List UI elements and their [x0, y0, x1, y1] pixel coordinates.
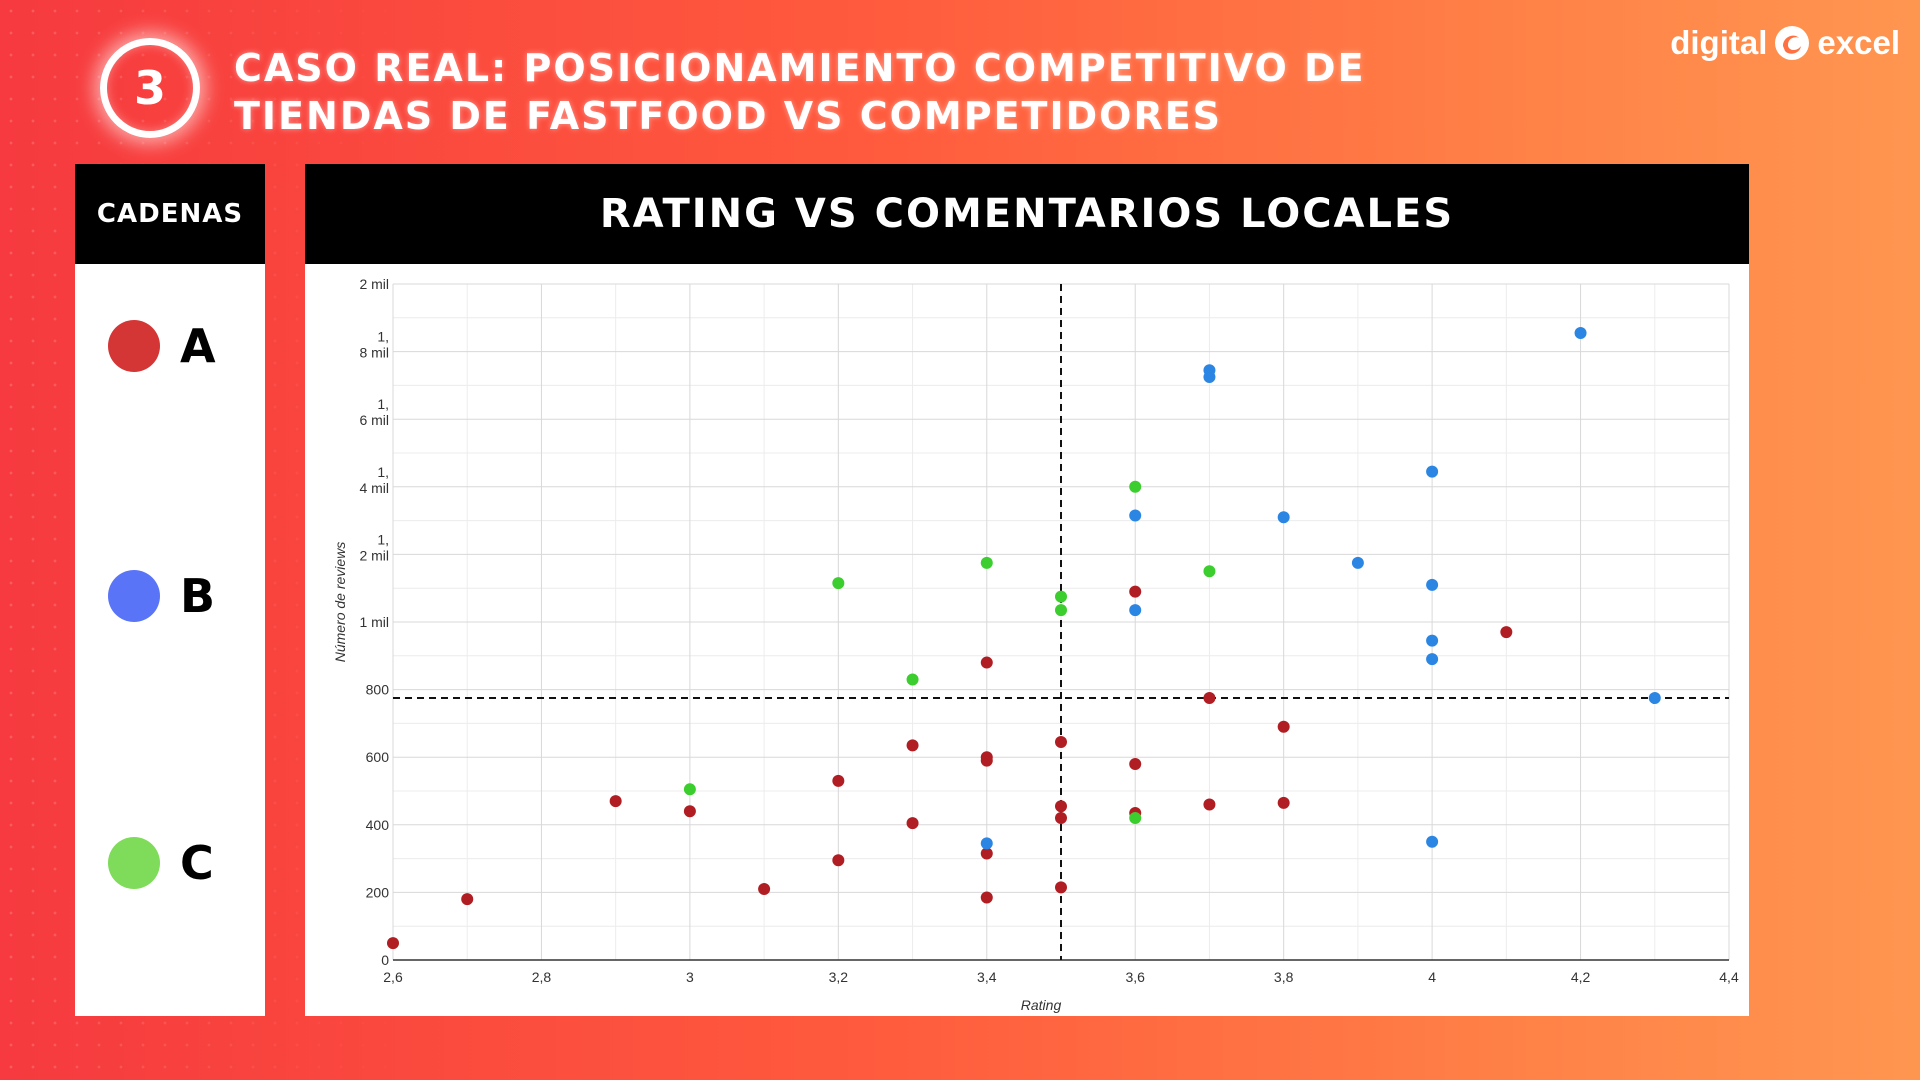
legend-title: CADENAS [75, 164, 265, 264]
x-tick-label: 4,2 [1571, 969, 1591, 985]
legend-label-c: C [180, 836, 214, 890]
y-tick-label: 1 mil [359, 614, 389, 630]
legend-item-c: C [108, 836, 214, 890]
y-tick-label: 1, 4 mil [359, 464, 389, 496]
chart-panel: RATING VS COMENTARIOS LOCALES 2,6 2,8 3 3,2… [305, 164, 1749, 1016]
page-title: CASO REAL: POSICIONAMIENTO COMPETITIVO D… [234, 44, 1434, 140]
y-axis-title: Número de reviews [332, 542, 348, 663]
y-tick-label: 1, 2 mil [359, 531, 389, 563]
data-point-c [1203, 565, 1216, 578]
page-title-line-1: CASO REAL: POSICIONAMIENTO COMPETITIVO D… [234, 46, 1366, 90]
y-tick-label: 2 mil [359, 276, 389, 292]
x-tick-label: 3,4 [977, 969, 997, 985]
x-axis-title: Rating [1021, 997, 1062, 1013]
data-point-a [1055, 812, 1067, 825]
scatter-chart: 2,6 2,8 3 3,2 3,4 3,6 3,8 4 4,2 4,4 0 200 400 600 800 1… [332, 276, 1739, 1013]
legend-dot-a [108, 320, 160, 372]
data-point-a [387, 937, 399, 950]
data-point-a [980, 656, 993, 669]
data-point-b [1129, 604, 1142, 617]
x-tick-label: 3 [686, 969, 694, 985]
data-point-a [1277, 720, 1290, 733]
legend-label-a: A [180, 319, 216, 373]
data-point-b [1351, 556, 1364, 569]
legend-panel: CADENAS A B C [75, 164, 265, 1016]
y-tick-label: 200 [366, 884, 390, 900]
data-point-a [980, 754, 993, 767]
legend-item-a: A [108, 319, 216, 373]
legend-dot-c [108, 837, 160, 889]
logo-text-left: digital [1670, 24, 1768, 61]
data-point-c [1129, 812, 1142, 825]
brand-logo: digital excel [1670, 24, 1900, 62]
x-tick-label: 4,4 [1719, 969, 1739, 985]
data-point-a [1500, 626, 1513, 639]
data-point-a [1055, 881, 1067, 894]
x-tick-label: 2,8 [532, 969, 552, 985]
data-point-a [1055, 735, 1067, 748]
x-tick-label: 3,8 [1274, 969, 1294, 985]
data-point-a [609, 795, 622, 808]
data-point-c [832, 577, 845, 590]
x-tick-label: 3,6 [1125, 969, 1145, 985]
data-point-a [1203, 692, 1216, 705]
data-point-a [1055, 800, 1067, 813]
page-title-line-2: TIENDAS DE FASTFOOD VS COMPETIDORES [234, 94, 1223, 138]
data-point-c [683, 783, 696, 796]
data-point-a [832, 854, 845, 867]
step-number-badge: 3 [100, 38, 200, 138]
data-point-a [906, 739, 919, 752]
data-point-b [1203, 370, 1216, 383]
data-point-b [1426, 634, 1439, 647]
y-tick-label: 0 [381, 952, 389, 968]
data-point-c [980, 556, 993, 569]
legend-item-b: B [108, 569, 215, 623]
legend-dot-b [108, 570, 160, 622]
y-tick-label: 400 [366, 817, 390, 833]
step-number: 3 [133, 61, 166, 115]
data-point-a [980, 891, 993, 904]
y-tick-label: 1, 6 mil [359, 396, 389, 428]
data-point-a [758, 883, 771, 896]
data-point-b [1426, 653, 1439, 666]
data-point-b [1426, 835, 1439, 848]
y-tick-label: 800 [366, 682, 390, 698]
data-point-a [461, 893, 474, 906]
data-point-b [1277, 511, 1290, 524]
data-point-c [1055, 604, 1067, 617]
data-point-a [1129, 585, 1142, 598]
data-point-c [906, 673, 919, 686]
data-point-a [980, 847, 993, 860]
data-point-b [1426, 465, 1439, 478]
data-point-a [683, 805, 696, 818]
data-point-b [1129, 509, 1142, 522]
y-tick-label: 600 [366, 749, 390, 765]
data-point-b [1426, 578, 1439, 591]
data-point-a [906, 817, 919, 830]
y-tick-label: 1, 8 mil [359, 329, 389, 361]
x-tick-label: 4 [1428, 969, 1436, 985]
legend-label-b: B [180, 569, 216, 623]
swirl-logo-icon [1775, 26, 1810, 60]
data-point-c [1129, 480, 1142, 493]
data-point-b [1574, 327, 1587, 340]
data-point-a [1129, 757, 1142, 770]
data-point-b [980, 837, 993, 850]
x-tick-label: 3,2 [829, 969, 849, 985]
x-tick-label: 2,6 [383, 969, 403, 985]
data-point-a [832, 774, 845, 787]
data-point-a [1277, 796, 1290, 809]
chart-title: RATING VS COMENTARIOS LOCALES [305, 164, 1749, 264]
data-point-b [1648, 692, 1661, 705]
data-point-a [1203, 798, 1216, 811]
logo-text-right: excel [1817, 24, 1900, 61]
data-point-c [1055, 590, 1067, 603]
